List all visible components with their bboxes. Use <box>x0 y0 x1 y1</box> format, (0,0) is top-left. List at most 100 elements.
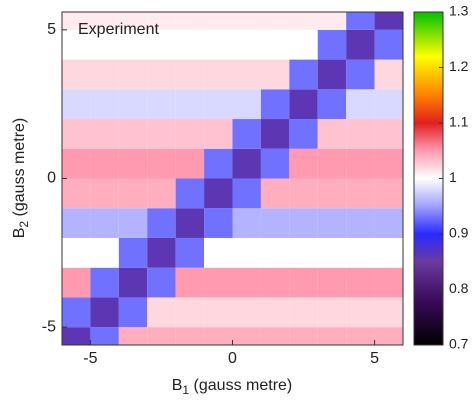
heatmap-cell <box>90 59 119 90</box>
heatmap-cell <box>232 29 261 60</box>
heatmap-cell <box>90 119 119 149</box>
heatmap-cell <box>62 119 91 149</box>
heatmap-cell <box>204 267 233 298</box>
colorbar-tick-label: 1.3 <box>449 3 469 19</box>
heatmap-cell <box>260 12 290 30</box>
heatmap-cell <box>147 327 176 345</box>
heatmap-cell <box>289 12 318 30</box>
heatmap-cell <box>232 12 261 30</box>
heatmap-cell <box>62 89 91 120</box>
heatmap-cell <box>118 297 148 328</box>
heatmap-cell <box>90 297 119 328</box>
heatmap-cell <box>175 178 205 209</box>
x-axis-label: B1 (gauss metre) <box>172 377 293 397</box>
heatmap-cell <box>260 297 290 328</box>
heatmap-cell <box>90 237 119 268</box>
heatmap-cell <box>260 59 290 90</box>
heatmap-cell <box>147 297 176 328</box>
heatmap-cell <box>289 59 318 90</box>
heatmap-cell <box>175 327 205 345</box>
heatmap-cell <box>204 148 233 179</box>
heatmap-cell <box>175 148 205 179</box>
heatmap-cell <box>260 208 290 238</box>
colorbar-tick-label: 1.2 <box>449 58 469 74</box>
heatmap-cell <box>147 59 176 90</box>
heatmap <box>62 12 403 345</box>
heatmap-cell <box>260 267 290 298</box>
heatmap-cell <box>289 327 318 345</box>
heatmap-cell <box>90 178 119 209</box>
heatmap-cell <box>118 237 148 268</box>
heatmap-cell <box>346 89 375 120</box>
y-tick-label: 5 <box>47 21 56 38</box>
heatmap-cell <box>260 237 290 268</box>
heatmap-cell <box>90 89 119 120</box>
heatmap-cell <box>317 178 347 209</box>
heatmap-cell <box>147 148 176 179</box>
heatmap-cell <box>346 29 375 60</box>
heatmap-cell <box>232 237 261 268</box>
heatmap-cell <box>118 267 148 298</box>
heatmap-cell <box>118 327 148 345</box>
heatmap-cell <box>175 59 205 90</box>
heatmap-cell <box>289 119 318 149</box>
heatmap-cell <box>62 178 91 209</box>
heatmap-cell <box>374 119 403 149</box>
heatmap-cell <box>175 237 205 268</box>
heatmap-cell <box>289 297 318 328</box>
heatmap-cell <box>118 12 148 30</box>
heatmap-cell <box>346 237 375 268</box>
colorbar <box>413 11 444 346</box>
heatmap-cell <box>118 178 148 209</box>
colorbar-tick-label: 0.7 <box>449 336 469 352</box>
heatmap-cell <box>260 178 290 209</box>
colorbar-tick-label: 0.8 <box>449 280 469 296</box>
heatmap-cell <box>232 59 261 90</box>
heatmap-cell <box>62 12 91 30</box>
heatmap-cell <box>317 12 347 30</box>
heatmap-cell <box>260 148 290 179</box>
annotation: Experiment <box>78 21 159 38</box>
heatmap-cell <box>346 327 375 345</box>
heatmap-cell <box>62 237 91 268</box>
heatmap-cell <box>175 267 205 298</box>
colorbar-tick-label: 0.9 <box>449 225 469 241</box>
heatmap-cell <box>346 148 375 179</box>
heatmap-cell <box>232 297 261 328</box>
heatmap-cell <box>317 29 347 60</box>
heatmap-cell <box>232 148 261 179</box>
heatmap-cell <box>374 327 403 345</box>
colorbar-tick-label: 1.1 <box>449 114 469 130</box>
y-axis-label: B2 (gauss metre) <box>11 118 31 239</box>
heatmap-cell <box>204 119 233 149</box>
heatmap-cell <box>175 297 205 328</box>
heatmap-cell <box>232 89 261 120</box>
heatmap-cell <box>317 119 347 149</box>
heatmap-cell <box>62 59 91 90</box>
heatmap-cell <box>374 59 403 90</box>
heatmap-cell <box>374 267 403 298</box>
heatmap-cell <box>289 29 318 60</box>
heatmap-cell <box>175 119 205 149</box>
heatmap-cell <box>374 208 403 238</box>
heatmap-cell <box>175 29 205 60</box>
y-tick-label: -5 <box>42 318 56 335</box>
heatmap-cell <box>232 119 261 149</box>
heatmap-cell <box>346 267 375 298</box>
heatmap-cell <box>118 208 148 238</box>
y-tick-label: 0 <box>47 170 56 187</box>
heatmap-cell <box>204 237 233 268</box>
heatmap-cell <box>374 29 403 60</box>
heatmap-cell <box>204 327 233 345</box>
heatmap-cell <box>90 327 119 345</box>
heatmap-cell <box>317 267 347 298</box>
heatmap-cell <box>289 178 318 209</box>
heatmap-cell <box>260 89 290 120</box>
heatmap-cell <box>118 59 148 90</box>
heatmap-cell <box>346 208 375 238</box>
heatmap-cell <box>175 208 205 238</box>
x-tick-label: 0 <box>228 350 237 367</box>
heatmap-cell <box>90 267 119 298</box>
heatmap-cell <box>62 148 91 179</box>
